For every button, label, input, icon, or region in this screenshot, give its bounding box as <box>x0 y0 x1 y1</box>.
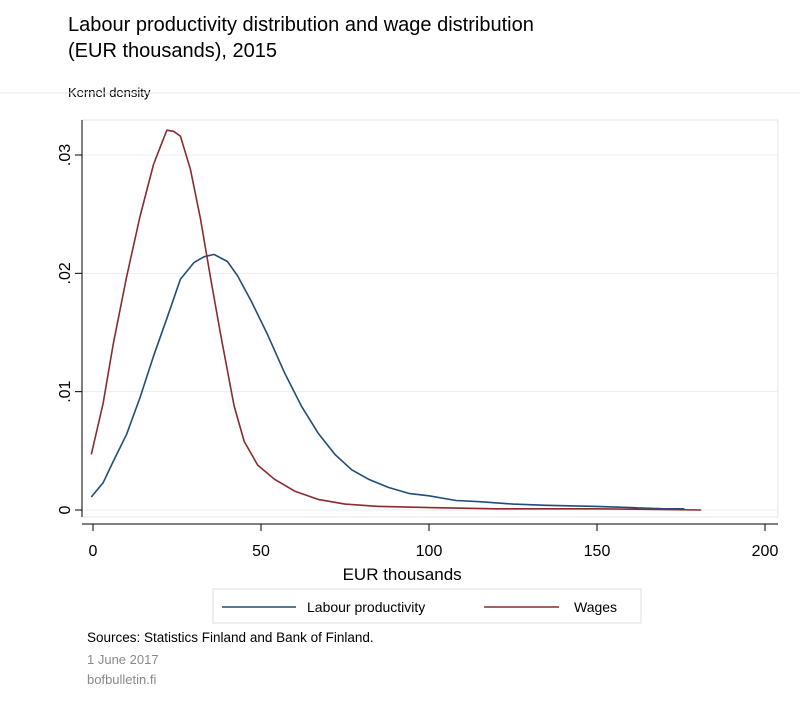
y-tick-label: .01 <box>57 380 74 402</box>
chart-title: Labour productivity distribution and wag… <box>68 12 534 64</box>
series-line-labour-productivity <box>90 253 685 510</box>
x-tick-label: 0 <box>89 543 98 560</box>
site-name: bofbulletin.fi <box>87 672 157 687</box>
series-line-wages <box>90 129 702 511</box>
x-tick-label: 50 <box>252 543 270 560</box>
y-tick-label: .02 <box>57 262 74 284</box>
sources-note: Sources: Statistics Finland and Bank of … <box>87 630 374 645</box>
x-tick-label: 150 <box>584 543 611 560</box>
legend-box <box>212 588 642 624</box>
x-tick-label: 200 <box>752 543 779 560</box>
x-axis-title: EUR thousands <box>343 565 462 584</box>
y-tick-label: 0 <box>57 505 74 514</box>
publication-date: 1 June 2017 <box>87 652 159 667</box>
plot-region <box>81 119 779 518</box>
chart-title-line-1: Labour productivity distribution and wag… <box>68 14 534 36</box>
y-tick-label: .03 <box>57 144 74 166</box>
legend-label: Labour productivity <box>307 599 425 615</box>
legend-label: Wages <box>574 599 617 615</box>
x-tick-label: 100 <box>416 543 443 560</box>
chart-title-line-2: (EUR thousands), 2015 <box>68 40 278 62</box>
